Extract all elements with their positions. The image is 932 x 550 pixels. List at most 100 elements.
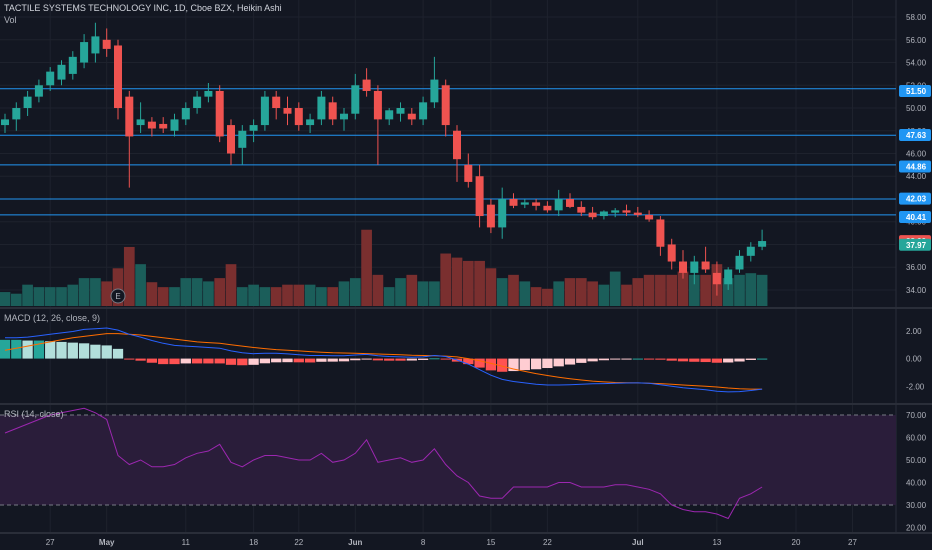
macd-histogram-bar [0,339,11,359]
candle-body [91,36,100,54]
volume-bar [180,278,192,306]
candle-body [170,119,179,131]
macd-histogram-bar [395,358,406,361]
volume-bar [349,278,361,306]
volume-bar [361,229,372,306]
macd-histogram-bar [417,358,429,360]
macd-histogram-bar [384,358,395,361]
macd-histogram-bar [45,341,56,359]
candle-body [34,85,43,97]
volume-bar [609,271,621,306]
volume-bar [0,292,11,306]
time-tick-label: Jun [348,538,362,547]
macd-histogram-bar [158,358,169,365]
volume-bar [67,284,79,306]
macd-histogram-bar [519,358,530,371]
volume-bar [33,287,45,306]
macd-histogram-bar [564,358,576,365]
volume-bar [327,287,339,306]
macd-histogram-bar [474,358,485,368]
price-badge-label: 51.50 [906,87,927,96]
candle-body [566,198,574,207]
volume-bar [372,274,384,306]
volume-bar [655,274,666,306]
volume-bar [530,287,542,306]
macd-histogram-bar [135,358,146,361]
earnings-marker-label: E [115,292,120,301]
volume-bar [519,281,531,306]
volume-bar [338,281,350,306]
candle-body [272,96,281,109]
volume-bar [395,278,406,306]
candle-body [294,108,303,126]
macd-histogram-bar [677,358,689,362]
volume-bar [688,274,700,306]
macd-histogram-bar [327,358,338,362]
time-tick-label: 11 [182,538,191,547]
macd-histogram-bar [530,358,542,370]
rsi-pane [4,407,763,520]
macd-histogram-bar [734,358,745,362]
price-tick-label: 50.00 [906,104,927,113]
volume-bar [542,288,553,306]
time-tick-label: 15 [486,538,495,547]
price-tick-label: 58.00 [906,13,927,22]
volume-bars [0,229,768,306]
macd-histogram-bar [293,358,304,363]
rsi-tick-label: 50.00 [906,456,927,465]
macd-histogram-bar [643,358,655,360]
volume-bar [259,287,271,306]
macd-histogram-bar [214,358,225,364]
volume-bar [78,278,90,306]
markers: E [110,288,126,304]
volume-bar [282,284,293,306]
candle-body [633,212,642,215]
time-tick-label: 27 [848,538,857,547]
candle-body [509,198,518,206]
candle-body [735,255,744,270]
volume-bar [734,274,745,306]
time-tick-label: 22 [294,538,303,547]
candle-body [215,90,224,137]
price-tick-label: 44.00 [906,172,927,181]
candle-body [599,211,608,217]
volume-bar [90,278,101,306]
macd-histogram-bar [56,341,67,359]
volume-bar [406,274,418,306]
volume-bar [270,287,282,306]
candle-body [701,261,710,270]
volume-bar [587,281,598,306]
macd-histogram-bar [180,358,191,364]
volume-bar [191,278,203,306]
rsi-line [4,407,763,520]
volume-bar [677,271,689,306]
candle-body [114,45,122,109]
candle-body [260,96,269,126]
volume-bar [756,274,768,306]
macd-tick-label: 2.00 [906,327,922,336]
price-badge [899,128,931,141]
candle-body [1,119,9,126]
candle-body [724,269,733,285]
candle-body [80,42,89,63]
candle-body [68,56,77,74]
volume-bar [316,287,327,306]
volume-bar [745,273,757,306]
volume-bar [203,281,214,306]
volume-bar [440,253,452,306]
macd-histogram-bar [632,358,643,360]
candle-body [238,130,247,148]
price-badge [899,160,931,173]
macd-histogram-bar [598,358,610,361]
volume-bar [508,274,519,306]
volume-bar [236,287,248,306]
volume-bar [700,274,711,306]
price-tick-label: 46.00 [906,150,927,159]
volume-bar [112,268,124,306]
macd-line [5,327,763,393]
volume-bar [169,287,180,306]
macd-histogram-bar [406,358,417,361]
